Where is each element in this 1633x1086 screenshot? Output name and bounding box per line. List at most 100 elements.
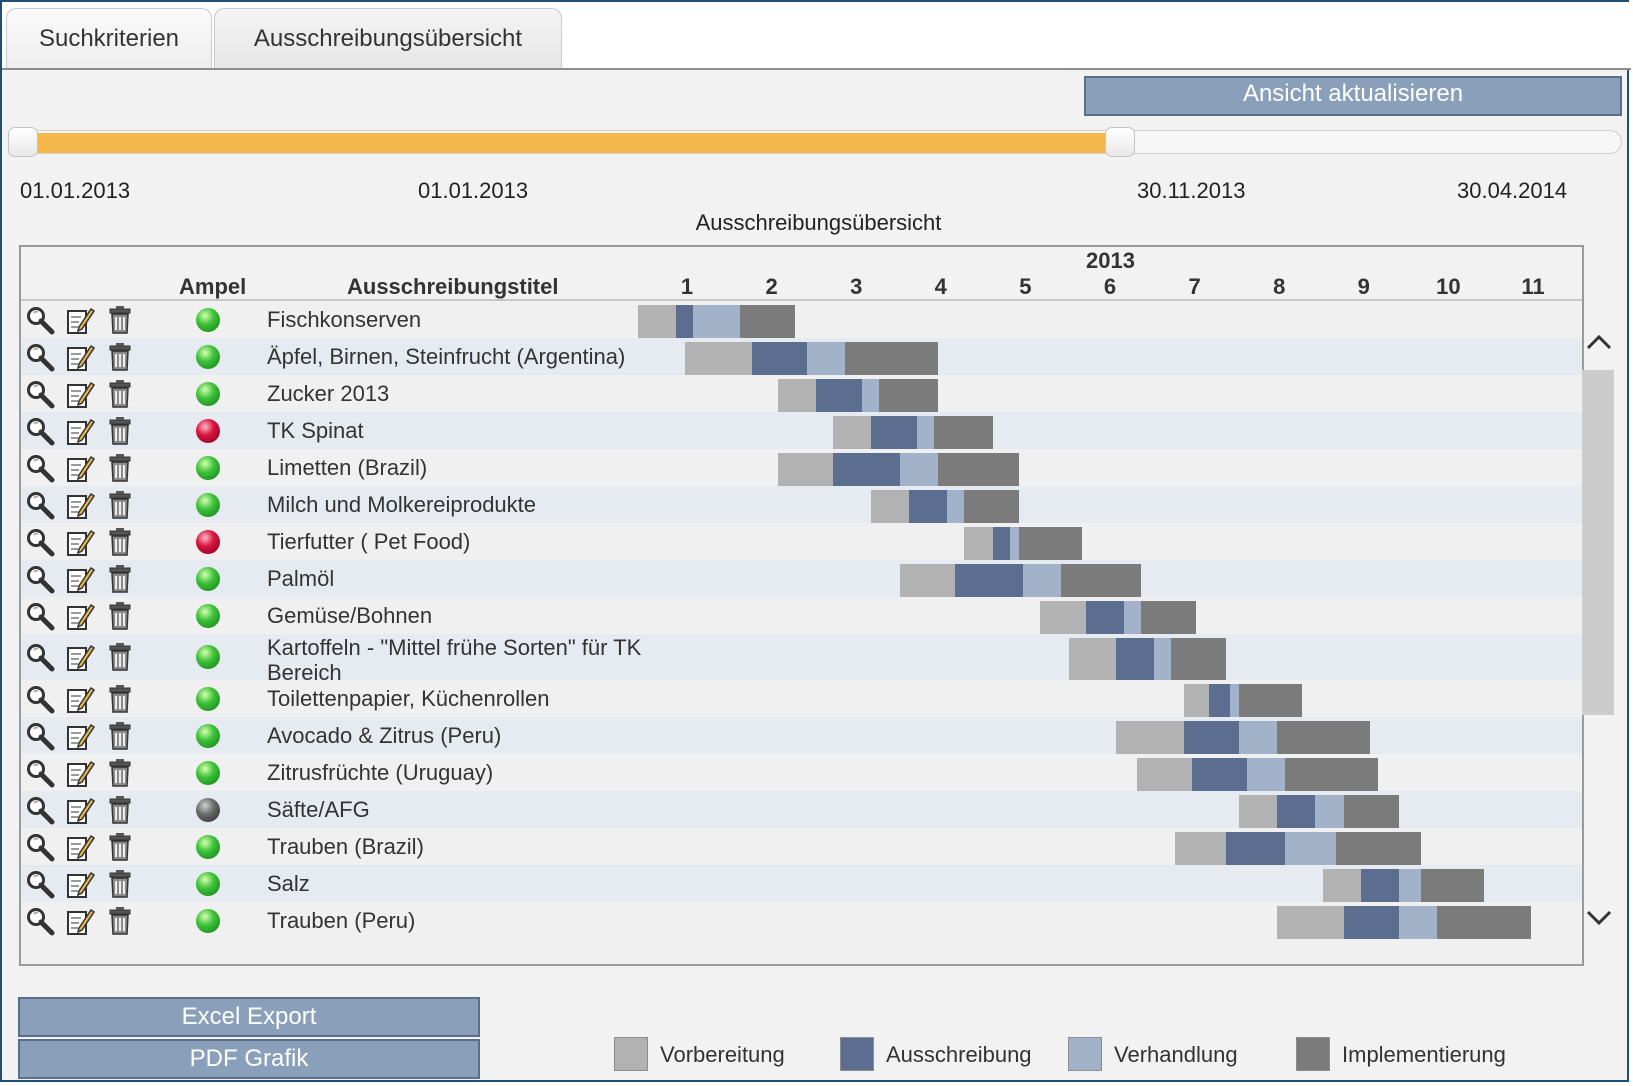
month-label: 1 bbox=[680, 274, 694, 299]
phase-implementierung bbox=[1344, 795, 1400, 828]
view-icon[interactable] bbox=[25, 832, 55, 862]
scroll-down-icon[interactable] bbox=[1585, 908, 1613, 928]
view-icon[interactable] bbox=[25, 601, 55, 631]
edit-icon[interactable] bbox=[65, 490, 96, 520]
delete-icon[interactable] bbox=[105, 721, 135, 751]
delete-icon[interactable] bbox=[105, 490, 135, 520]
edit-icon[interactable] bbox=[65, 342, 96, 372]
phase-ausschreibung bbox=[832, 453, 901, 486]
tender-title: Toilettenpapier, Küchenrollen bbox=[267, 686, 550, 711]
phase-verhandlung bbox=[1314, 795, 1345, 828]
tender-title: Salz bbox=[267, 871, 310, 896]
delete-icon[interactable] bbox=[105, 642, 135, 672]
phase-ausschreibung bbox=[1276, 795, 1315, 828]
view-icon[interactable] bbox=[25, 305, 55, 335]
view-icon[interactable] bbox=[25, 564, 55, 594]
phase-implementierung bbox=[963, 490, 1019, 523]
phase-verhandlung bbox=[1230, 684, 1239, 717]
legend-swatch bbox=[840, 1037, 874, 1071]
view-icon[interactable] bbox=[25, 869, 55, 899]
delete-icon[interactable] bbox=[105, 601, 135, 631]
view-icon[interactable] bbox=[25, 684, 55, 714]
tender-title: Avocado & Zitrus (Peru) bbox=[267, 723, 502, 748]
delete-icon[interactable] bbox=[105, 379, 135, 409]
tab-ausschreibungsuebersicht[interactable]: Ausschreibungsübersicht bbox=[214, 8, 562, 68]
edit-icon[interactable] bbox=[65, 758, 96, 788]
phase-implementierung bbox=[845, 342, 939, 375]
view-icon[interactable] bbox=[25, 795, 55, 825]
phase-verhandlung bbox=[1285, 832, 1336, 865]
phase-implementierung bbox=[1018, 527, 1083, 560]
edit-icon[interactable] bbox=[65, 795, 96, 825]
slider-handle-end[interactable] bbox=[1105, 127, 1135, 157]
view-icon[interactable] bbox=[25, 527, 55, 557]
phase-vorbereitung bbox=[1039, 601, 1087, 634]
delete-icon[interactable] bbox=[105, 832, 135, 862]
phase-ausschreibung bbox=[870, 416, 918, 449]
phase-vorbereitung bbox=[777, 379, 816, 412]
edit-icon[interactable] bbox=[65, 642, 96, 672]
phase-vorbereitung bbox=[1115, 721, 1184, 754]
phase-implementierung bbox=[1420, 869, 1484, 902]
delete-icon[interactable] bbox=[105, 684, 135, 714]
excel-export-button[interactable]: Excel Export bbox=[18, 997, 480, 1037]
edit-icon[interactable] bbox=[65, 305, 96, 335]
tender-title: Milch und Molkereiprodukte bbox=[267, 492, 537, 517]
edit-icon[interactable] bbox=[65, 869, 96, 899]
delete-icon[interactable] bbox=[105, 795, 135, 825]
tab-suchkriterien[interactable]: Suchkriterien bbox=[6, 8, 212, 68]
view-icon[interactable] bbox=[25, 379, 55, 409]
phase-ausschreibung bbox=[993, 527, 1011, 560]
view-icon[interactable] bbox=[25, 342, 55, 372]
edit-icon[interactable] bbox=[65, 832, 96, 862]
delete-icon[interactable] bbox=[105, 527, 135, 557]
edit-icon[interactable] bbox=[65, 601, 96, 631]
month-label: 10 bbox=[1436, 274, 1461, 299]
phase-ausschreibung bbox=[1086, 601, 1125, 634]
delete-icon[interactable] bbox=[105, 305, 135, 335]
delete-icon[interactable] bbox=[105, 869, 135, 899]
view-icon[interactable] bbox=[25, 416, 55, 446]
edit-icon[interactable] bbox=[65, 527, 96, 557]
phase-ausschreibung bbox=[752, 342, 808, 375]
phase-verhandlung bbox=[1399, 869, 1421, 902]
delete-icon[interactable] bbox=[105, 758, 135, 788]
edit-icon[interactable] bbox=[65, 906, 96, 936]
edit-icon[interactable] bbox=[65, 416, 96, 446]
delete-icon[interactable] bbox=[105, 564, 135, 594]
view-icon[interactable] bbox=[25, 642, 55, 672]
delete-icon[interactable] bbox=[105, 906, 135, 936]
slider-handle-start[interactable] bbox=[8, 127, 38, 157]
slider-max-date: 30.04.2014 bbox=[1457, 178, 1568, 203]
delete-icon[interactable] bbox=[105, 416, 135, 446]
legend-swatch bbox=[1068, 1037, 1102, 1071]
view-icon[interactable] bbox=[25, 453, 55, 483]
edit-icon[interactable] bbox=[65, 721, 96, 751]
phase-implementierung bbox=[879, 379, 939, 412]
edit-icon[interactable] bbox=[65, 453, 96, 483]
phase-verhandlung bbox=[1247, 758, 1286, 791]
scroll-up-icon[interactable] bbox=[1585, 332, 1613, 352]
status-light-icon bbox=[196, 566, 220, 591]
delete-icon[interactable] bbox=[105, 453, 135, 483]
view-icon[interactable] bbox=[25, 721, 55, 751]
refresh-view-button[interactable]: Ansicht aktualisieren bbox=[1084, 76, 1622, 116]
edit-icon[interactable] bbox=[65, 684, 96, 714]
status-light-icon bbox=[196, 603, 220, 628]
phase-vorbereitung bbox=[832, 416, 871, 449]
phase-ausschreibung bbox=[1225, 832, 1286, 865]
phase-vorbereitung bbox=[1137, 758, 1193, 791]
view-icon[interactable] bbox=[25, 906, 55, 936]
edit-icon[interactable] bbox=[65, 564, 96, 594]
phase-vorbereitung bbox=[1238, 795, 1277, 828]
edit-icon[interactable] bbox=[65, 379, 96, 409]
pdf-export-button[interactable]: PDF Grafik bbox=[18, 1039, 480, 1079]
view-icon[interactable] bbox=[25, 758, 55, 788]
scrollbar-thumb[interactable] bbox=[1582, 370, 1614, 715]
phase-verhandlung bbox=[1010, 527, 1019, 560]
tender-title: Äpfel, Birnen, Steinfrucht (Argentina) bbox=[267, 344, 626, 369]
delete-icon[interactable] bbox=[105, 342, 135, 372]
phase-ausschreibung bbox=[676, 305, 693, 338]
view-icon[interactable] bbox=[25, 490, 55, 520]
